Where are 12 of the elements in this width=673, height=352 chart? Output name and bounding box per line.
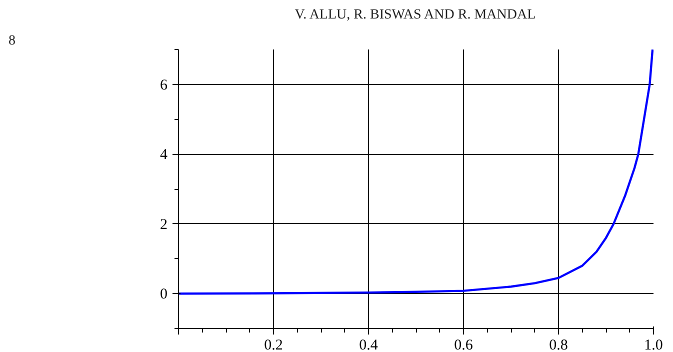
x-tick-label: 1.0 <box>644 338 663 352</box>
x-tick-label: 0.8 <box>549 338 568 352</box>
y-tick-label: 4 <box>160 147 168 164</box>
text: V. ALLU, R. BISWAS AND R. MANDAL <box>294 8 536 22</box>
y-tick-label: 2 <box>160 216 168 233</box>
text: 8 <box>8 34 16 48</box>
y-tick-label: 0 <box>160 286 168 303</box>
x-tick-label: 0.4 <box>359 338 378 352</box>
x-tick-label: 0.6 <box>454 338 474 352</box>
line-series <box>178 50 654 295</box>
x-tick-label: 0.2 <box>264 338 283 352</box>
y-tick-label: 6 <box>160 77 168 94</box>
